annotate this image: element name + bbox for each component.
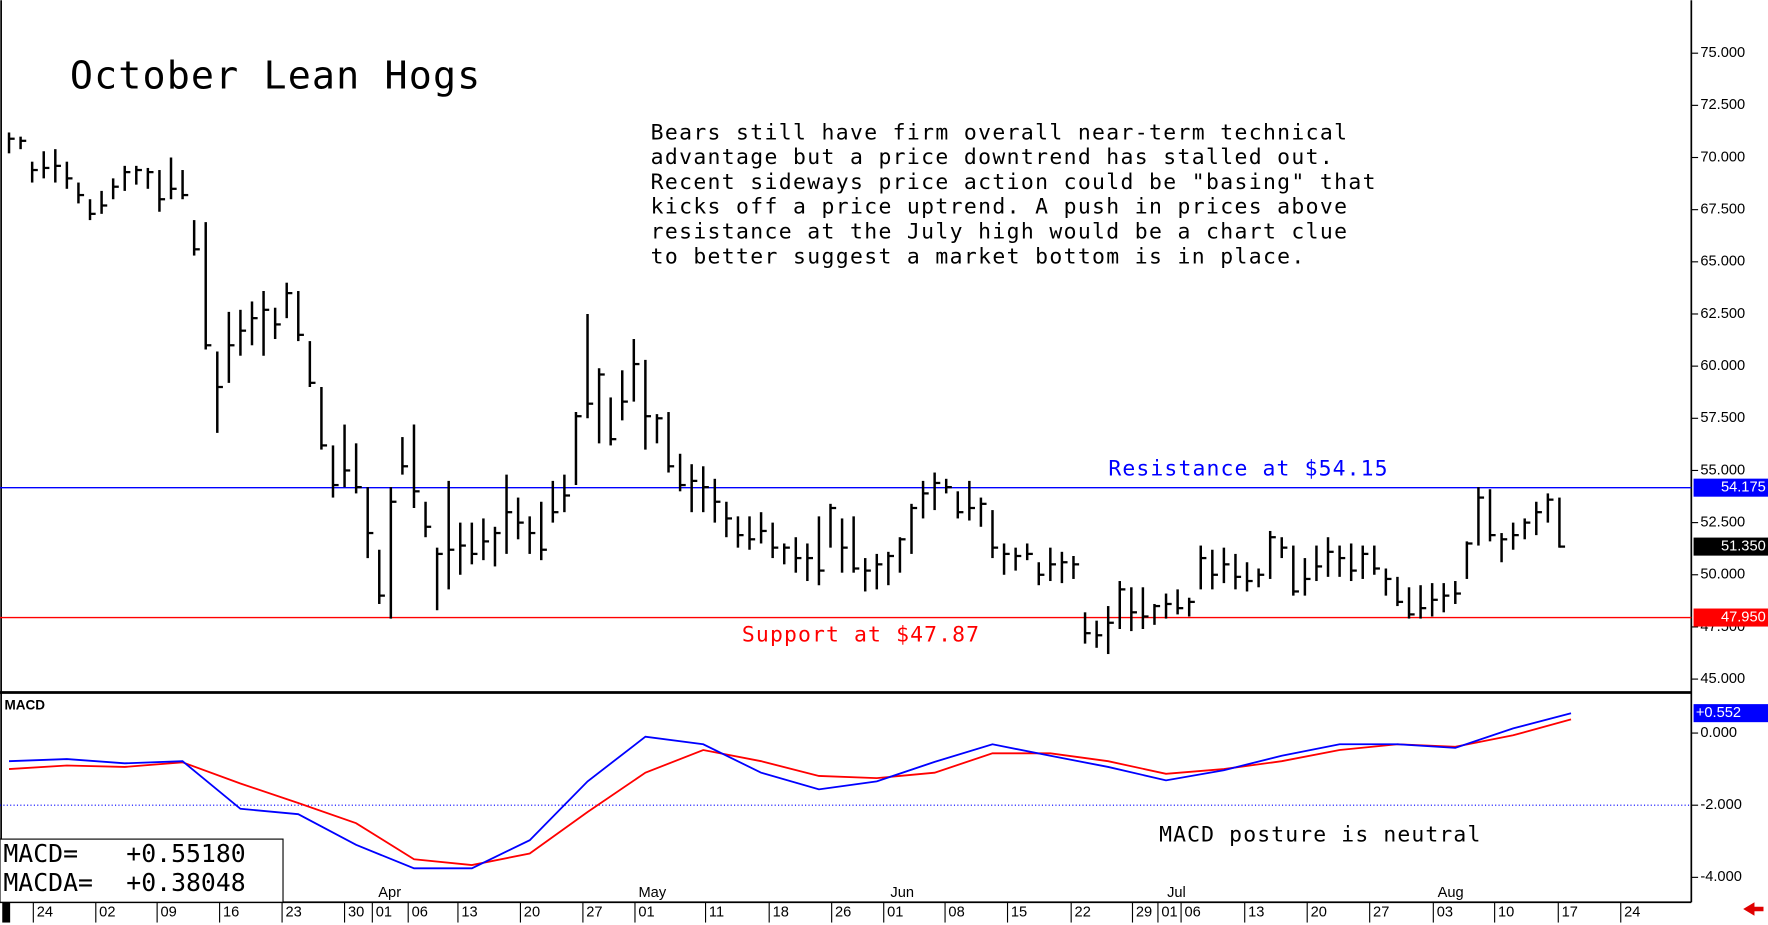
x-tick-label: 22 xyxy=(1075,904,1091,920)
annotation-line: resistance at the July high would be a c… xyxy=(651,219,1349,244)
y-tick-label: 52.500 xyxy=(1700,514,1745,530)
level-text: Resistance at $54.15 xyxy=(1108,457,1388,482)
annotation-line: advantage but a price downtrend has stal… xyxy=(651,145,1335,170)
x-tick-label: 01 xyxy=(1161,904,1177,920)
x-tick-label: 06 xyxy=(1184,904,1200,920)
readout-value: +0.38048 xyxy=(126,868,245,897)
x-tick-label: 18 xyxy=(773,904,789,920)
x-tick-label: 01 xyxy=(638,904,654,920)
x-tick-label: 11 xyxy=(709,904,724,920)
x-tick-label: 08 xyxy=(948,904,964,920)
y-tick-label: 50.000 xyxy=(1700,567,1745,583)
x-tick-label: 29 xyxy=(1136,904,1152,920)
annotation-line: to better suggest a market bottom is in … xyxy=(651,244,1306,269)
level-label: 54.175 xyxy=(1721,480,1766,496)
annotation-line: kicks off a price uptrend. A push in pri… xyxy=(651,195,1349,220)
x-tick-label: 24 xyxy=(37,904,53,920)
level-badge xyxy=(1693,608,1768,627)
readout-name: MACD= xyxy=(3,839,78,868)
x-tick-label: 27 xyxy=(1373,904,1389,920)
x-tick-label: 01 xyxy=(887,904,903,920)
month-label: Aug xyxy=(1438,885,1464,901)
x-tick-label: 30 xyxy=(348,904,364,920)
readout-box xyxy=(0,838,284,903)
y-tick-label: 65.000 xyxy=(1700,254,1745,270)
y-tick-label: 70.000 xyxy=(1700,149,1745,165)
month-label: May xyxy=(638,885,666,901)
level-badge xyxy=(1693,478,1768,497)
scroll-arrow xyxy=(1743,902,1764,916)
x-tick-label: 10 xyxy=(1498,904,1514,920)
chart-title: October Lean Hogs xyxy=(70,54,481,99)
month-label: Apr xyxy=(378,885,401,901)
x-tick-label: 15 xyxy=(1011,904,1027,920)
y-tick-label: 67.500 xyxy=(1700,202,1745,218)
x-tick-label: 20 xyxy=(524,904,540,920)
x-tick-label: 20 xyxy=(1311,904,1327,920)
macd-line xyxy=(8,718,1572,866)
corner-mark xyxy=(2,902,11,923)
x-tick-label: 17 xyxy=(1562,904,1578,920)
y-tick-label: 72.500 xyxy=(1700,97,1745,113)
y-tick-label: 55.000 xyxy=(1700,462,1745,478)
macd-title: MACD xyxy=(5,698,46,713)
x-tick-label: 13 xyxy=(461,904,477,920)
x-tick-label: 27 xyxy=(586,904,602,920)
annotation-line: Recent sideways price action could be "b… xyxy=(651,170,1377,195)
y-tick-label: -2.000 xyxy=(1700,797,1742,813)
macd-line xyxy=(8,712,1572,870)
last-badge xyxy=(1693,537,1768,556)
y-tick-label: 57.500 xyxy=(1700,410,1745,426)
y-tick-label: 0.000 xyxy=(1700,725,1737,741)
month-label: Jul xyxy=(1167,885,1186,901)
y-tick-label: -4.000 xyxy=(1700,869,1742,885)
last-label: 51.350 xyxy=(1721,538,1766,554)
annotation-line: Bears still have firm overall near-term … xyxy=(651,120,1349,145)
x-tick-label: 24 xyxy=(1624,904,1640,920)
level-text: Support at $47.87 xyxy=(742,623,980,648)
x-tick-label: 26 xyxy=(835,904,851,920)
y-tick-label: 62.500 xyxy=(1700,306,1745,322)
x-tick-label: 06 xyxy=(412,904,428,920)
x-tick-label: 09 xyxy=(161,904,177,920)
macd-badge-label: +0.552 xyxy=(1696,705,1741,721)
x-tick-label: 01 xyxy=(376,904,392,920)
x-tick-label: 16 xyxy=(223,904,239,920)
readout-name: MACDA= xyxy=(3,868,93,897)
macd-badge xyxy=(1693,704,1768,723)
x-tick-label: 13 xyxy=(1248,904,1264,920)
y-tick-label: 60.000 xyxy=(1700,358,1745,374)
y-tick-label: 75.000 xyxy=(1700,45,1745,61)
x-tick-label: 03 xyxy=(1437,904,1453,920)
y-tick-label: 45.000 xyxy=(1700,671,1745,687)
x-tick-label: 23 xyxy=(285,904,301,920)
plot-layer: 45.00047.50050.00052.50055.00057.50060.0… xyxy=(0,45,1768,923)
level-label: 47.950 xyxy=(1721,609,1766,625)
month-label: Jun xyxy=(890,885,914,901)
macd-note: MACD posture is neutral xyxy=(1159,823,1481,848)
x-tick-label: 02 xyxy=(99,904,115,920)
readout-value: +0.55180 xyxy=(126,839,245,868)
